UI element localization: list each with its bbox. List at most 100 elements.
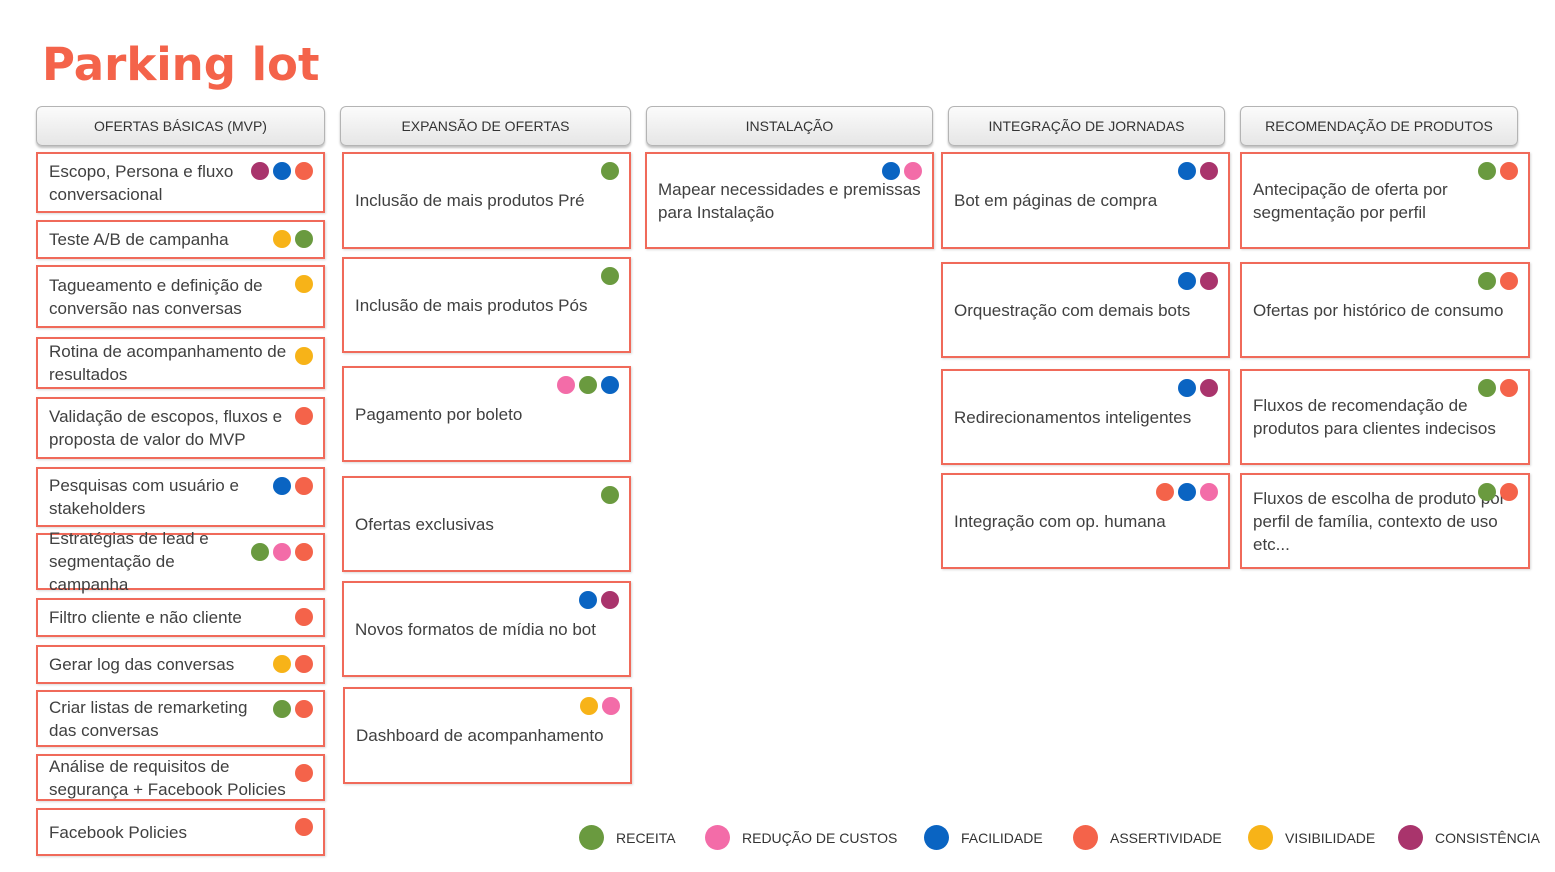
card-text: Fluxos de recomendação de produtos para … [1253, 371, 1518, 463]
tag-dot-assertividade [1500, 272, 1518, 290]
tag-dot-assertividade [1500, 483, 1518, 501]
tag-dot-receita [295, 230, 313, 248]
card-text: Novos formatos de mídia no bot [355, 583, 619, 675]
tag-dots [1178, 379, 1218, 397]
card-pagamento-por-boleto[interactable]: Pagamento por boleto [342, 366, 631, 462]
card-text: Rotina de acompanhamento de resultados [49, 339, 289, 387]
card-label: Tagueamento e definição de conversão nas… [49, 275, 263, 318]
card-text: Pagamento por boleto [355, 368, 619, 460]
card-label: Inclusão de mais produtos Pós [355, 295, 588, 315]
card-inclusao-de-mais-produtos-pos[interactable]: Inclusão de mais produtos Pós [342, 257, 631, 353]
legend-dot-receita [579, 825, 604, 850]
card-text: Inclusão de mais produtos Pós [355, 259, 619, 351]
tag-dots [882, 162, 922, 180]
tag-dots [273, 230, 313, 248]
tag-dots [251, 543, 313, 561]
tag-dot-receita [1478, 272, 1496, 290]
card-label: Filtro cliente e não cliente [49, 608, 242, 627]
card-rotina-de-acompanhamento-de-resultados[interactable]: Rotina de acompanhamento de resultados [36, 337, 325, 389]
card-antecipacao-de-oferta-por-segmentacao-po[interactable]: Antecipação de oferta por segmentação po… [1240, 152, 1530, 249]
legend-item-facilidade: FACILIDADE [924, 825, 1043, 850]
card-orquestracao-com-demais-bots[interactable]: Orquestração com demais bots [941, 262, 1230, 358]
card-text: Ofertas por histórico de consumo [1253, 264, 1518, 356]
card-label: Pagamento por boleto [355, 404, 523, 424]
card-integracao-com-op-humana[interactable]: Integração com op. humana [941, 473, 1230, 569]
card-escopo-persona-e-fluxo-conversacional[interactable]: Escopo, Persona e fluxo conversacional [36, 152, 325, 213]
tag-dot-receita [1478, 162, 1496, 180]
card-label: Análise de requisitos de segurança + Fac… [49, 756, 286, 799]
tag-dots [295, 764, 313, 782]
card-label: Validação de escopos, fluxos e proposta … [49, 407, 283, 449]
card-criar-listas-de-remarketing-das-conversa[interactable]: Criar listas de remarketing das conversa… [36, 690, 325, 747]
card-mapear-necessidades-e-premissas-para-ins[interactable]: Mapear necessidades e premissas para Ins… [645, 152, 934, 249]
card-teste-a-b-de-campanha[interactable]: Teste A/B de campanha [36, 220, 325, 259]
card-ofertas-por-historico-de-consumo[interactable]: Ofertas por histórico de consumo [1240, 262, 1530, 358]
card-tagueamento-e-definicao-de-conversao-nas[interactable]: Tagueamento e definição de conversão nas… [36, 265, 325, 328]
tag-dot-assertividade [1156, 483, 1174, 501]
card-label: Antecipação de oferta por segmentação po… [1253, 179, 1448, 222]
card-text: Orquestração com demais bots [954, 264, 1218, 356]
tag-dots [273, 700, 313, 718]
card-validacao-de-escopos-fluxos-e-proposta-d[interactable]: Validação de escopos, fluxos e proposta … [36, 397, 325, 459]
tag-dots [295, 347, 313, 365]
card-label: Inclusão de mais produtos Pré [355, 191, 585, 210]
tag-dot-visibilidade [273, 655, 291, 673]
card-label: Rotina de acompanhamento de resultados [49, 342, 287, 384]
legend-dot-visibilidade [1248, 825, 1273, 850]
tag-dot-facilidade [1178, 379, 1196, 397]
card-bot-em-paginas-de-compra[interactable]: Bot em páginas de compra [941, 152, 1230, 249]
card-text: Redirecionamentos inteligentes [954, 371, 1218, 463]
tag-dots [1478, 483, 1518, 501]
card-text: Dashboard de acompanhamento [356, 689, 620, 782]
card-filtro-cliente-e-nao-cliente[interactable]: Filtro cliente e não cliente [36, 598, 325, 637]
legend-label: VISIBILIDADE [1285, 829, 1376, 846]
tag-dot-reducao [273, 543, 291, 561]
card-inclusao-de-mais-produtos-pre[interactable]: Inclusão de mais produtos Pré [342, 152, 631, 249]
card-gerar-log-das-conversas[interactable]: Gerar log das conversas [36, 645, 325, 684]
card-text: Gerar log das conversas [49, 647, 267, 682]
tag-dot-assertividade [295, 764, 313, 782]
card-redirecionamentos-inteligentes[interactable]: Redirecionamentos inteligentes [941, 369, 1230, 465]
tag-dot-assertividade [1500, 162, 1518, 180]
card-label: Integração com op. humana [954, 511, 1166, 531]
tag-dots [1156, 483, 1218, 501]
tag-dots [295, 818, 313, 836]
column-header-expansao-de-ofertas: EXPANSÃO DE OFERTAS [340, 106, 631, 146]
tag-dot-receita [1478, 379, 1496, 397]
card-text: Ofertas exclusivas [355, 478, 619, 570]
card-text: Teste A/B de campanha [49, 222, 267, 257]
tag-dot-assertividade [295, 608, 313, 626]
card-fluxos-de-escolha-de-produto-por-perfil-[interactable]: Fluxos de escolha de produto por perfil … [1240, 473, 1530, 569]
legend-item-assertividade: ASSERTIVIDADE [1073, 825, 1222, 850]
tag-dot-consistencia [1200, 272, 1218, 290]
card-pesquisas-com-usuario-e-stakeholders[interactable]: Pesquisas com usuário e stakeholders [36, 467, 325, 527]
card-dashboard-de-acompanhamento[interactable]: Dashboard de acompanhamento [343, 687, 632, 784]
tag-dot-receita [273, 700, 291, 718]
card-novos-formatos-de-midia-no-bot[interactable]: Novos formatos de mídia no bot [342, 581, 631, 677]
card-facebook-policies[interactable]: Facebook Policies [36, 808, 325, 856]
tag-dot-facilidade [579, 591, 597, 609]
card-ofertas-exclusivas[interactable]: Ofertas exclusivas [342, 476, 631, 572]
column-header-integracao-de-jornadas: INTEGRAÇÃO DE JORNADAS [948, 106, 1225, 146]
card-analise-de-requisitos-de-seguranca-faceb[interactable]: Análise de requisitos de segurança + Fac… [36, 754, 325, 801]
card-label: Novos formatos de mídia no bot [355, 619, 596, 639]
tag-dot-receita [601, 486, 619, 504]
tag-dot-consistencia [251, 162, 269, 180]
card-text: Pesquisas com usuário e stakeholders [49, 469, 267, 525]
tag-dot-consistencia [1200, 379, 1218, 397]
tag-dots [295, 608, 313, 626]
tag-dots [1478, 272, 1518, 290]
card-estrategias-de-lead-e-segmentacao-de-cam[interactable]: Estratégias de lead e segmentação de cam… [36, 529, 325, 594]
card-text: Facebook Policies [49, 810, 289, 854]
tag-dots [601, 162, 619, 180]
tag-dots [1478, 162, 1518, 180]
tag-dot-visibilidade [273, 230, 291, 248]
column-header-instalacao: INSTALAÇÃO [646, 106, 933, 146]
card-label: Redirecionamentos inteligentes [954, 407, 1192, 427]
page-title: Parking lot [42, 38, 320, 91]
card-text: Fluxos de escolha de produto por perfil … [1253, 475, 1518, 567]
tag-dots [1478, 379, 1518, 397]
tag-dot-assertividade [295, 407, 313, 425]
card-text: Inclusão de mais produtos Pré [355, 154, 619, 247]
card-fluxos-de-recomendacao-de-produtos-para-[interactable]: Fluxos de recomendação de produtos para … [1240, 369, 1530, 465]
